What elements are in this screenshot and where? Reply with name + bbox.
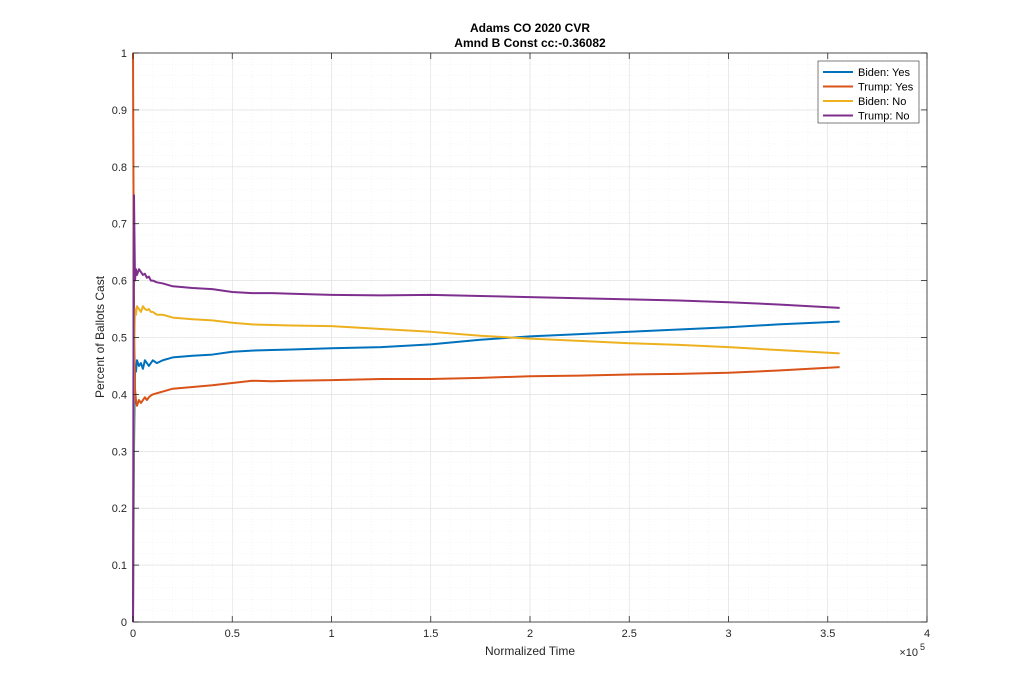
chart-title: Adams CO 2020 CVR	[470, 21, 590, 35]
x-tick-label: 2	[527, 628, 533, 640]
y-axis-label: Percent of Ballots Cast	[93, 275, 107, 398]
y-tick-label: 0.3	[112, 446, 127, 458]
y-tick-label: 0.7	[112, 219, 127, 231]
grid	[132, 52, 928, 623]
x-tick-label: 3	[725, 628, 731, 640]
x-exponent-base: ×10	[899, 647, 918, 659]
y-tick-label: 0.9	[112, 105, 127, 117]
y-tick-label: 0.2	[112, 503, 127, 515]
y-tick-label: 0.4	[112, 389, 127, 401]
series-lines	[132, 52, 840, 623]
legend-label-trump-no: Trump: No	[858, 111, 910, 123]
x-tick-label: 0.5	[225, 628, 240, 640]
y-tick-label: 0.1	[112, 560, 127, 572]
x-tick-label: 2.5	[622, 628, 637, 640]
x-tick-label: 3.5	[820, 628, 835, 640]
chart-subtitle: Amnd B Const cc:-0.36082	[454, 36, 606, 50]
legend-label-biden-yes: Biden: Yes	[858, 67, 910, 79]
axis-ticks: 0 0.5 1 1.5 2 2.5 3 3.5 4 0 0.1 0.2 0.3 0.4 0.5 0.6 0.7 0…	[112, 48, 930, 640]
y-tick-label: 0.8	[112, 162, 127, 174]
y-tick-label: 1	[121, 48, 127, 60]
x-exponent-power: 5	[920, 642, 925, 652]
series-line-biden-no	[132, 305, 840, 623]
legend: Biden: Yes Trump: Yes Biden: No Trump: No	[817, 60, 920, 124]
series-line-trump-yes	[132, 52, 840, 407]
x-tick-label: 1	[328, 628, 334, 640]
series-line-trump-no	[132, 194, 840, 623]
x-axis-label: Normalized Time	[485, 644, 575, 658]
y-tick-label: 0.5	[112, 333, 127, 345]
y-tick-label: 0	[121, 617, 127, 629]
y-tick-label: 0.6	[112, 276, 127, 288]
x-tick-label: 0	[130, 628, 136, 640]
x-tick-label: 1.5	[423, 628, 438, 640]
series-line-biden-yes	[132, 320, 840, 623]
legend-label-trump-yes: Trump: Yes	[858, 82, 914, 94]
legend-label-biden-no: Biden: No	[858, 96, 906, 108]
x-tick-label: 4	[924, 628, 930, 640]
